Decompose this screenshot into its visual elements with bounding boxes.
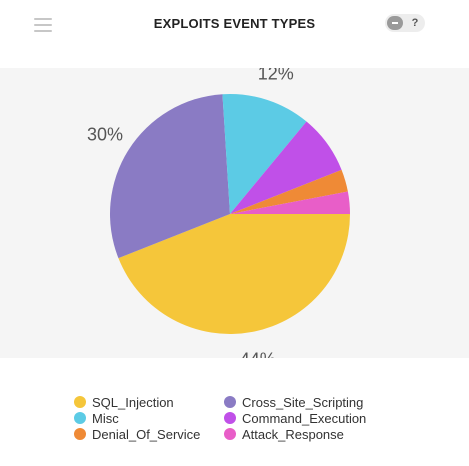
legend-item-cross-site-scripting[interactable]: Cross_Site_Scripting [224,395,363,411]
pie-slice-denial-of-service[interactable] [230,169,348,214]
legend-item-attack-response[interactable]: Attack_Response [224,427,344,443]
legend-label: Misc [92,411,119,426]
minimize-icon[interactable] [387,16,403,30]
legend-dot [74,428,86,440]
pie-label-sql-injection: 44% [240,349,276,358]
widget-title: EXPLOITS EVENT TYPES [153,16,316,31]
pie-slice-command-execution[interactable] [230,121,342,214]
pie-label-cross-site-scripting: 30% [87,125,123,145]
legend-label: Attack_Response [242,427,344,442]
widget-controls: ? [385,14,425,32]
legend-label: Denial_Of_Service [92,427,201,442]
legend-dot [74,412,86,424]
chart-area: 44% 30% 12% [0,68,469,358]
legend-dot [224,412,236,424]
legend-item-misc[interactable]: Misc [74,411,119,427]
help-icon[interactable]: ? [411,17,419,29]
legend-item-sql-injection[interactable]: SQL_Injection [74,395,174,411]
legend-label: SQL_Injection [92,395,174,410]
legend-item-command-execution[interactable]: Command_Execution [224,411,366,427]
pie-slice-cross-site-scripting[interactable] [109,94,230,259]
legend-dot [224,428,236,440]
legend-label: Command_Execution [242,411,367,426]
widget-header: EXPLOITS EVENT TYPES ? [0,0,469,50]
legend-dot [224,396,236,408]
pie-chart: 44% 30% 12% [87,68,350,358]
pie-slice-attack-response[interactable] [230,191,350,214]
legend-dot [74,396,86,408]
hamburger-menu-icon[interactable] [34,18,52,32]
pie-slice-misc[interactable] [222,94,307,214]
legend-item-denial-of-service[interactable]: Denial_Of_Service [74,427,200,443]
pie-slice-sql-injection[interactable] [118,214,350,335]
pie-label-misc: 12% [258,68,294,83]
legend-label: Cross_Site_Scripting [242,395,364,410]
